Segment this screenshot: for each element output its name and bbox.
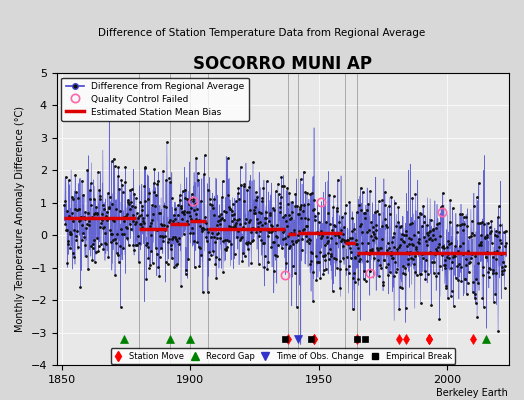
Y-axis label: Monthly Temperature Anomaly Difference (°C): Monthly Temperature Anomaly Difference (… bbox=[15, 106, 25, 332]
Legend: Station Move, Record Gap, Time of Obs. Change, Empirical Break: Station Move, Record Gap, Time of Obs. C… bbox=[111, 348, 455, 364]
Text: Berkeley Earth: Berkeley Earth bbox=[436, 388, 508, 398]
Title: SOCORRO MUNI AP: SOCORRO MUNI AP bbox=[193, 55, 373, 73]
Text: Difference of Station Temperature Data from Regional Average: Difference of Station Temperature Data f… bbox=[99, 28, 425, 38]
